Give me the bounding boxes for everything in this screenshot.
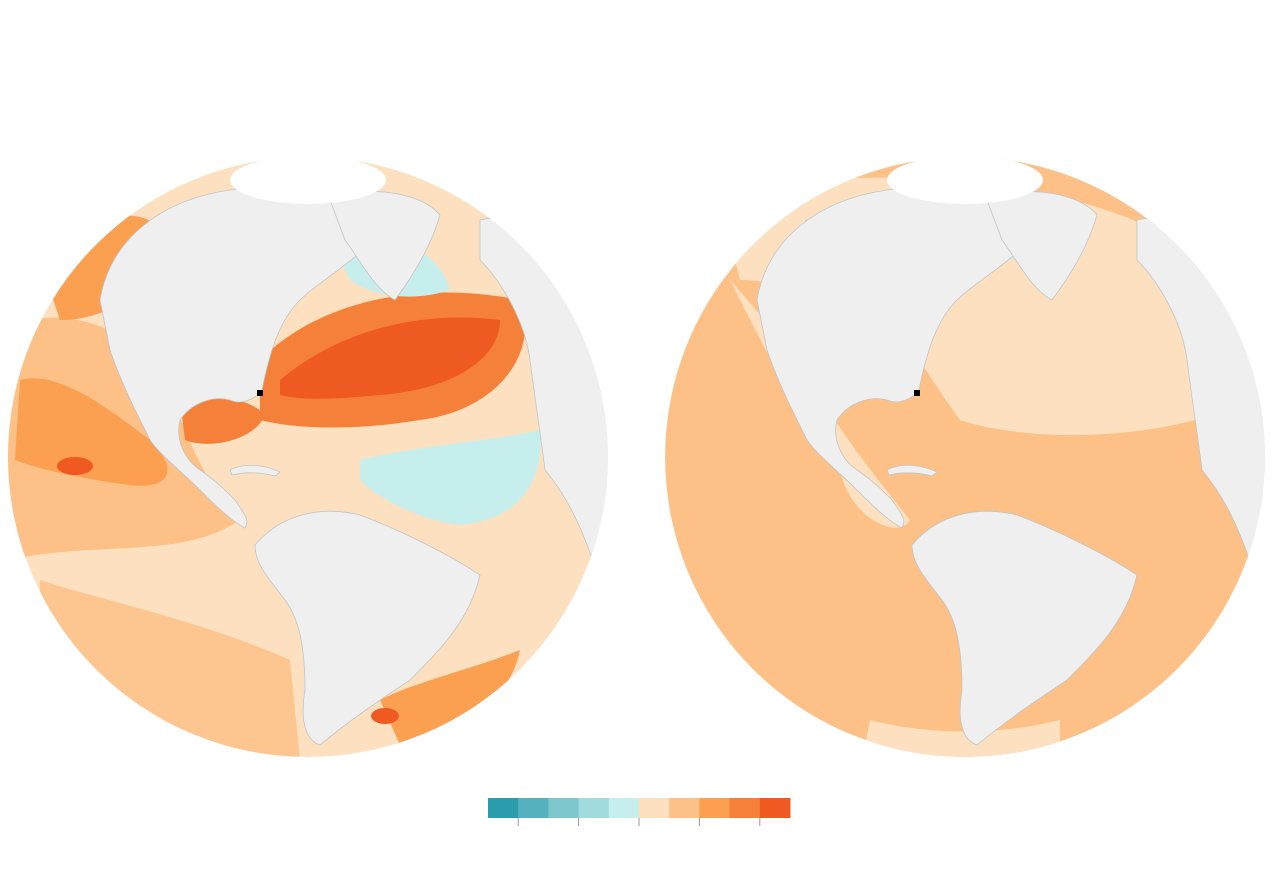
anomaly-region	[360, 430, 541, 525]
sea-ice	[230, 157, 386, 204]
anomaly-region	[380, 650, 520, 745]
legend-swatch	[518, 798, 549, 818]
anomaly-region	[15, 378, 168, 486]
location-marker	[257, 390, 263, 396]
legend-swatch	[608, 798, 640, 818]
legend-swatch	[729, 798, 761, 818]
globe-projected	[665, 157, 1265, 757]
legend-swatch	[699, 798, 731, 818]
legend-swatch	[548, 798, 580, 818]
anomaly-region	[860, 720, 1060, 757]
legend-swatch	[578, 798, 610, 818]
anomaly-region	[180, 396, 265, 444]
location-marker	[914, 390, 920, 396]
legend-swatch	[669, 798, 700, 818]
sea-ice	[887, 157, 1043, 204]
legend-swatch	[488, 798, 519, 818]
globe-observed	[8, 157, 608, 757]
legend-swatch	[639, 798, 670, 818]
color-legend	[488, 798, 791, 826]
legend-swatch	[759, 798, 791, 818]
anomaly-region	[280, 317, 500, 399]
anomaly-region	[371, 708, 399, 724]
anomaly-region	[57, 457, 93, 475]
